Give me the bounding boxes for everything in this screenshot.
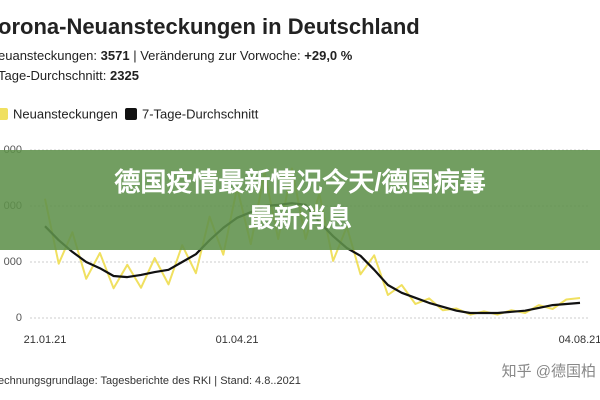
legend-label: Neuansteckungen bbox=[13, 106, 118, 121]
stat-value: 2325 bbox=[110, 68, 139, 83]
banner bbox=[0, 150, 600, 250]
headline: 德国疫情最新情况今天/德国病毒 bbox=[114, 167, 485, 197]
stats-line: euansteckungen: 3571 | Veränderung zur V… bbox=[0, 48, 353, 63]
stats-line: Tage-Durchschnitt: 2325 bbox=[0, 68, 139, 83]
x-tick-label: 04.08.21 bbox=[559, 334, 600, 346]
y-tick-label: 0 bbox=[16, 312, 22, 324]
x-tick-label: 01.04.21 bbox=[216, 334, 259, 346]
stat-value: 3571 bbox=[101, 48, 130, 63]
x-tick-label: 21.01.21 bbox=[24, 334, 67, 346]
source: echnungsgrundlage: Tagesberichte des RKI… bbox=[0, 375, 301, 387]
y-tick-label: 000 bbox=[4, 256, 22, 268]
legend-swatch bbox=[125, 108, 137, 120]
watermark: 知乎 @德国柏 bbox=[502, 362, 596, 380]
stat-label: euansteckungen: bbox=[0, 48, 97, 63]
legend-label: 7-Tage-Durchschnitt bbox=[142, 106, 259, 121]
stat-value: +29,0 % bbox=[304, 48, 353, 63]
headline: 最新消息 bbox=[248, 203, 352, 233]
chart-title: orona-Neuansteckungen in Deutschland bbox=[0, 14, 420, 39]
stat-label: Tage-Durchschnitt: bbox=[0, 68, 106, 83]
stat-label: | Veränderung zur Vorwoche: bbox=[133, 48, 300, 63]
legend-swatch bbox=[0, 108, 8, 120]
